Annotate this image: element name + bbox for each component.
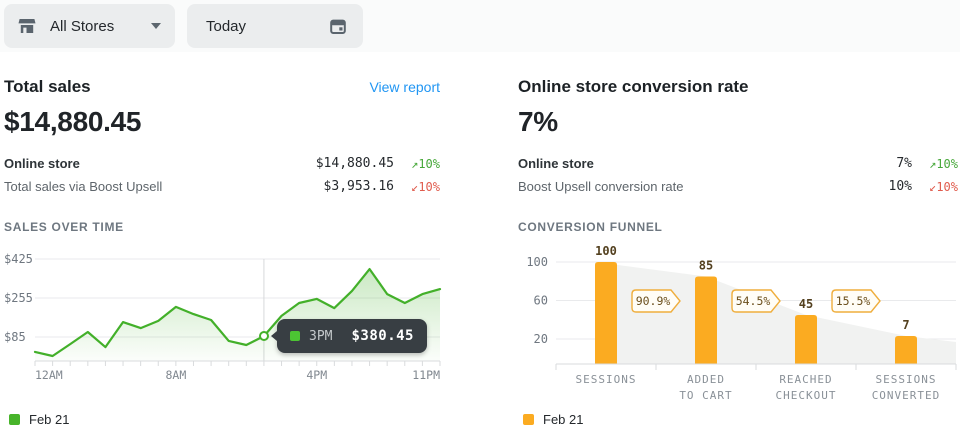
- legend-swatch-orange: [523, 414, 534, 425]
- tooltip-series-swatch: [290, 331, 300, 341]
- sales-over-time-title: SALES OVER TIME: [4, 220, 124, 234]
- funnel-category-label: CHECKOUT: [776, 389, 837, 402]
- drop-rate-label: 90.9%: [636, 294, 671, 308]
- legend-label: Feb 21: [29, 412, 70, 427]
- store-selector-button[interactable]: All Stores: [4, 4, 175, 48]
- bar-value-label: 45: [799, 297, 813, 311]
- sales-line-chart[interactable]: $425 $255 $85 12AM 8AM 4PM 11PM 3PM $380.45: [4, 246, 442, 406]
- drop-rate-badge: [831, 289, 881, 313]
- x-axis-label: 12AM: [35, 368, 63, 382]
- metric-label: Total sales via Boost Upsell: [4, 179, 163, 194]
- metric-delta: ↗10%: [411, 156, 440, 171]
- total-sales-breakdown: Online store $14,880.45 ↗10% Total sales…: [4, 152, 440, 198]
- metric-row-boost-upsell: Total sales via Boost Upsell $3,953.16 ↙…: [4, 175, 440, 198]
- y-axis-label: $425: [4, 252, 33, 266]
- funnel-bar: [695, 276, 717, 364]
- metric-value: $14,880.45: [315, 156, 394, 171]
- metric-delta: ↗10%: [929, 156, 958, 171]
- metric-row-online-store-rate: Online store 7% ↗10%: [518, 152, 958, 175]
- funnel-bar: [895, 336, 917, 364]
- metric-label: Online store: [4, 156, 80, 171]
- funnel-legend-item: Feb 21: [523, 412, 958, 427]
- drop-rate-label: 54.5%: [736, 294, 771, 308]
- metric-row-online-store: Online store $14,880.45 ↗10%: [4, 152, 440, 175]
- store-icon: [18, 19, 36, 33]
- bar-value-label: 85: [699, 258, 713, 272]
- tooltip-value: $380.45: [351, 328, 414, 344]
- drop-rate-badge: [731, 289, 781, 313]
- funnel-category-label: ADDED: [687, 373, 725, 386]
- funnel-category-label: TO CART: [679, 389, 732, 402]
- metric-value: $3,953.16: [323, 179, 394, 194]
- y-axis-label: $85: [4, 330, 26, 344]
- store-selector-label: All Stores: [50, 17, 115, 35]
- conversion-breakdown: Online store 7% ↗10% Boost Upsell conver…: [518, 152, 958, 198]
- metric-delta: ↙10%: [411, 179, 440, 194]
- chart-marker-dot: [258, 331, 269, 342]
- topbar: All Stores Today: [0, 0, 960, 52]
- funnel-category-label: SESSIONS: [876, 373, 937, 386]
- funnel-silhouette: [595, 262, 956, 364]
- x-axis-label: 11PM: [412, 368, 440, 382]
- metric-label: Boost Upsell conversion rate: [518, 179, 684, 194]
- view-report-link[interactable]: View report: [369, 79, 440, 95]
- series-line: [33, 268, 442, 358]
- drop-rate-label: 15.5%: [836, 294, 871, 308]
- conversion-funnel-title: CONVERSION FUNNEL: [518, 220, 663, 234]
- total-sales-card: Total sales View report $14,880.45 Onlin…: [4, 70, 442, 427]
- bar-value-label: 7: [902, 318, 909, 332]
- metric-delta: ↙10%: [929, 179, 958, 194]
- tooltip-time: 3PM: [309, 328, 333, 344]
- x-axis-label: 8AM: [165, 368, 186, 382]
- funnel-bar: [795, 314, 817, 364]
- chevron-down-icon: [151, 23, 161, 29]
- calendar-icon: [330, 19, 346, 34]
- funnel-category-label: CONVERTED: [872, 389, 941, 402]
- date-selector-label: Today: [206, 17, 247, 35]
- y-axis-label: 20: [534, 332, 548, 346]
- metric-value: 7%: [896, 156, 912, 171]
- chart-tooltip: 3PM $380.45: [271, 319, 427, 353]
- conversion-funnel-chart[interactable]: 100 60 20 100 85 45 7 90.9% 54.5% 15.5% SESSIONS AD…: [518, 246, 958, 406]
- y-axis-label: 60: [534, 294, 548, 308]
- drop-rate-badge: [631, 289, 681, 313]
- y-axis-label: 100: [526, 255, 548, 269]
- metric-value: 10%: [888, 179, 912, 194]
- total-sales-value: $14,880.45: [4, 106, 142, 137]
- date-selector-button[interactable]: Today: [187, 4, 363, 48]
- sales-legend-item: Feb 21: [9, 412, 440, 427]
- legend-label: Feb 21: [543, 412, 584, 427]
- funnel-category-label: REACHED: [779, 373, 832, 386]
- metric-label: Online store: [518, 156, 594, 171]
- total-sales-title: Total sales: [4, 77, 91, 96]
- legend-swatch-green: [9, 414, 20, 425]
- conversion-rate-title: Online store conversion rate: [518, 77, 749, 96]
- x-axis-label: 4PM: [306, 368, 327, 382]
- funnel-bar: [595, 262, 617, 364]
- funnel-category-label: SESSIONS: [576, 373, 637, 386]
- bar-value-label: 100: [595, 246, 617, 258]
- y-axis-label: $255: [4, 291, 33, 305]
- metric-row-boost-upsell-rate: Boost Upsell conversion rate 10% ↙10%: [518, 175, 958, 198]
- conversion-rate-value: 7%: [518, 106, 558, 137]
- conversion-rate-card: Online store conversion rate 7% Online s…: [518, 70, 958, 427]
